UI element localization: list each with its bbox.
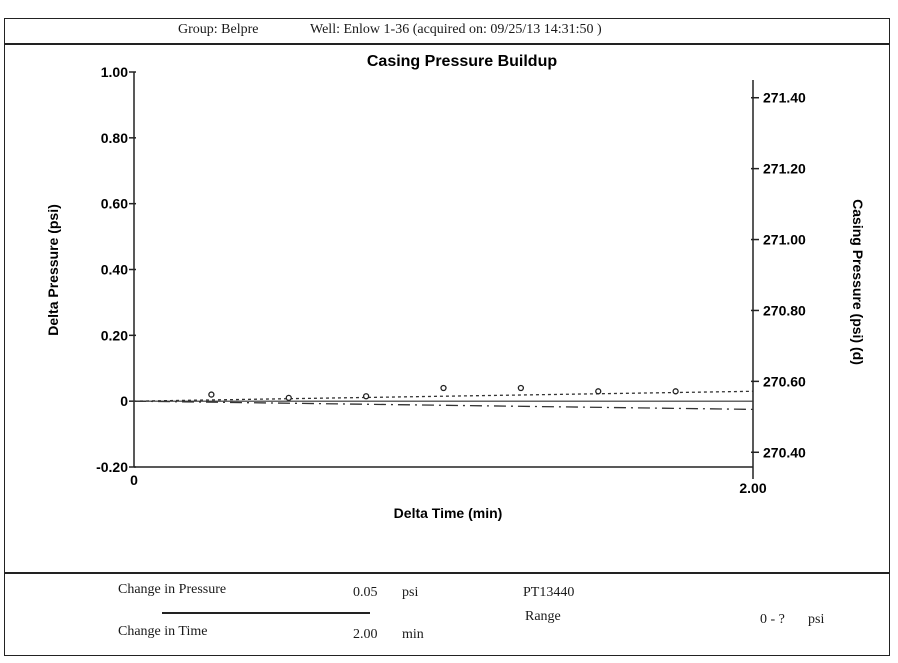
- y2-tick-label-5: 270.40: [763, 444, 806, 460]
- data-point-0: [208, 391, 215, 398]
- y2-tick-label-3: 270.80: [763, 302, 806, 318]
- y-tick-label-2: 0.60: [101, 196, 128, 212]
- right-y-axis: 271.40 271.20 271.00 270.80 270.60 270.40: [751, 80, 806, 479]
- x-tick-label-0: 0: [130, 472, 138, 488]
- group-label: Group: Belpre: [178, 22, 259, 37]
- data-point-4: [517, 384, 525, 392]
- casing-pressure-line: [133, 400, 754, 411]
- series-layer: [131, 384, 754, 411]
- y-tick-label-0: 1.00: [101, 64, 128, 80]
- footer-divider: [4, 572, 890, 574]
- footer-rule: [162, 612, 370, 614]
- fit-line: [133, 390, 754, 402]
- header-divider: [4, 43, 890, 45]
- y-tick-label-5: 0: [120, 393, 128, 409]
- y2-tick-label-1: 271.20: [763, 161, 806, 177]
- report-frame: [4, 18, 890, 656]
- data-point-6: [672, 388, 679, 395]
- change-time-unit: min: [402, 627, 424, 642]
- well-label: Well: Enlow 1-36 (acquired on: 09/25/13 …: [310, 22, 602, 37]
- data-point-5: [595, 388, 602, 395]
- left-y-axis: 1.00 0.80 0.60 0.40 0.20 0 -0.20: [96, 64, 136, 475]
- data-point-2: [362, 393, 370, 400]
- range-unit: psi: [808, 612, 825, 627]
- range-value: 0 - ?: [760, 612, 785, 627]
- y-tick-label-6: -0.20: [96, 459, 128, 475]
- y-axis-label: Delta Pressure (psi): [45, 204, 61, 336]
- y2-tick-label-0: 271.40: [763, 90, 806, 106]
- y-tick-label-3: 0.40: [101, 262, 128, 278]
- x-axis-label: Delta Time (min): [394, 505, 503, 521]
- range-label: Range: [525, 609, 561, 624]
- y-tick-label-1: 0.80: [101, 130, 128, 146]
- change-time-value: 2.00: [353, 627, 378, 642]
- data-point-3: [440, 384, 447, 392]
- sensor-id: PT13440: [523, 585, 575, 600]
- chart-title: Casing Pressure Buildup: [367, 53, 557, 70]
- y-tick-label-4: 0.20: [101, 327, 128, 343]
- change-pressure-value: 0.05: [353, 585, 378, 600]
- x-tick-label-1: 2.00: [739, 480, 766, 496]
- change-pressure-unit: psi: [402, 585, 419, 600]
- x-axis: 0 2.00: [130, 466, 767, 496]
- change-pressure-label: Change in Pressure: [118, 582, 227, 597]
- change-time-label: Change in Time: [118, 624, 208, 639]
- y2-axis-label: Casing Pressure (psi) (d): [850, 199, 866, 365]
- y2-tick-label-2: 271.00: [763, 232, 806, 248]
- data-point-1: [285, 394, 292, 402]
- y2-tick-label-4: 270.60: [763, 373, 806, 389]
